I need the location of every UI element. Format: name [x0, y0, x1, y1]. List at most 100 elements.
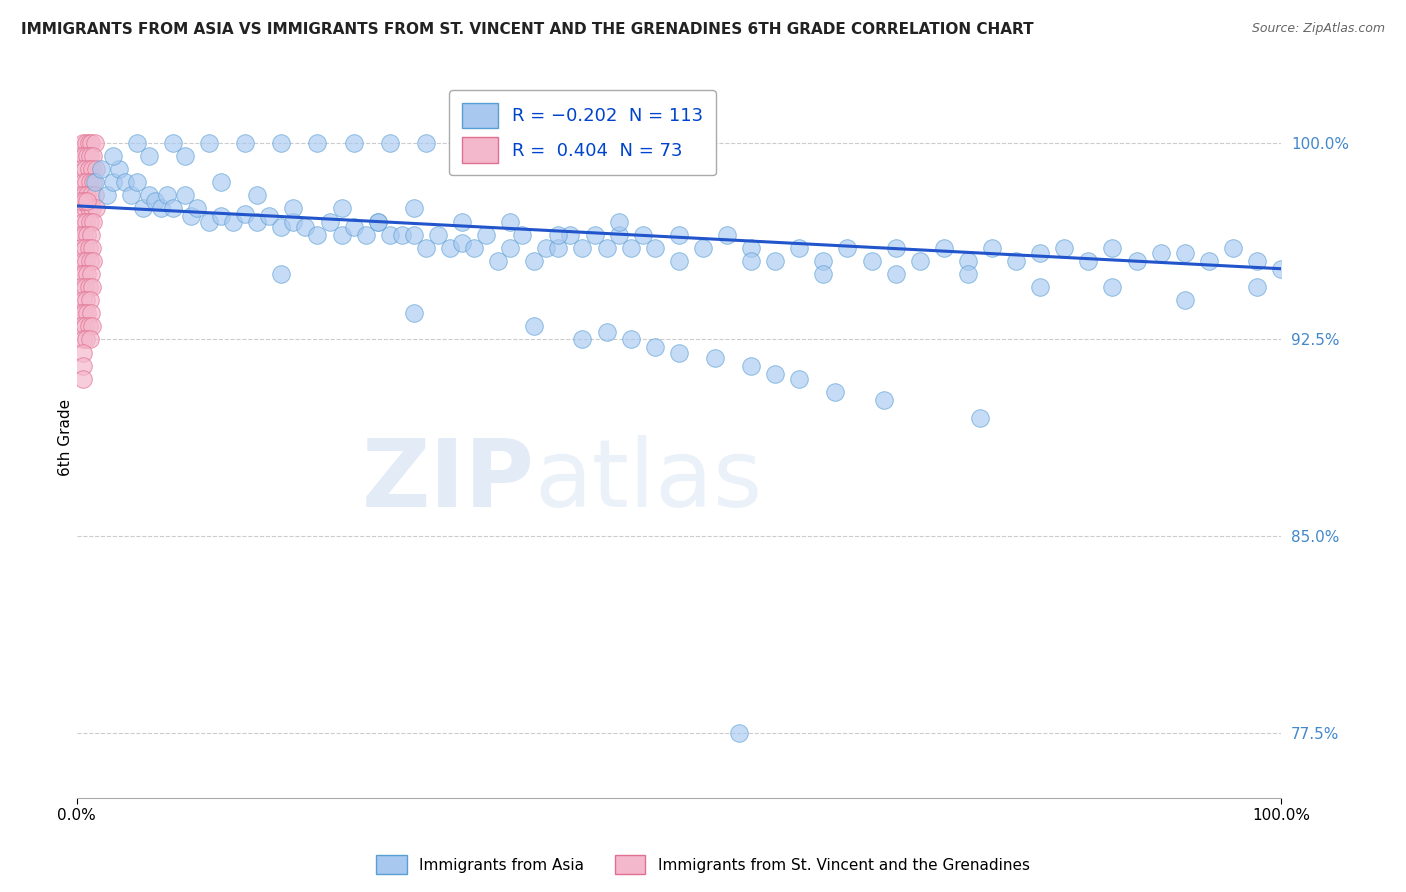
Point — [787, 241, 810, 255]
Point — [583, 227, 606, 242]
Point — [82, 202, 104, 216]
Point — [70, 162, 93, 177]
Point — [70, 202, 93, 216]
Point — [1246, 280, 1268, 294]
Point — [354, 227, 377, 242]
Point — [76, 306, 98, 320]
Point — [342, 136, 364, 150]
Point — [499, 241, 522, 255]
Point — [72, 253, 94, 268]
Point — [908, 253, 931, 268]
Point — [391, 227, 413, 242]
Point — [787, 372, 810, 386]
Point — [180, 210, 202, 224]
Point — [82, 241, 104, 255]
Point — [69, 194, 91, 208]
Point — [740, 253, 762, 268]
Point — [837, 241, 859, 255]
Point — [75, 253, 97, 268]
Point — [692, 241, 714, 255]
Point — [69, 306, 91, 320]
Point — [75, 136, 97, 150]
Point — [510, 227, 533, 242]
Point — [499, 214, 522, 228]
Point — [463, 241, 485, 255]
Point — [132, 202, 155, 216]
Point — [79, 293, 101, 308]
Point — [1101, 280, 1123, 294]
Point — [969, 411, 991, 425]
Point — [72, 214, 94, 228]
Point — [704, 351, 727, 365]
Point — [367, 214, 389, 228]
Point — [246, 214, 269, 228]
Point — [76, 188, 98, 202]
Point — [813, 253, 835, 268]
Point — [174, 188, 197, 202]
Point — [932, 241, 955, 255]
Point — [75, 214, 97, 228]
Point — [96, 188, 118, 202]
Point — [101, 175, 124, 189]
Point — [76, 267, 98, 281]
Point — [620, 241, 643, 255]
Point — [77, 162, 100, 177]
Point — [114, 175, 136, 189]
Point — [73, 162, 96, 177]
Point — [80, 227, 103, 242]
Point — [740, 359, 762, 373]
Point — [156, 188, 179, 202]
Point — [283, 214, 305, 228]
Point — [342, 219, 364, 234]
Point — [607, 214, 630, 228]
Point — [84, 162, 107, 177]
Point — [378, 136, 401, 150]
Point — [884, 267, 907, 281]
Point — [138, 149, 160, 163]
Text: Source: ZipAtlas.com: Source: ZipAtlas.com — [1251, 22, 1385, 36]
Point — [233, 207, 256, 221]
Point — [426, 227, 449, 242]
Point — [560, 227, 582, 242]
Point — [1029, 280, 1052, 294]
Point — [1029, 246, 1052, 260]
Point — [69, 267, 91, 281]
Point — [1174, 246, 1197, 260]
Point — [668, 253, 690, 268]
Point — [162, 136, 184, 150]
Point — [1222, 241, 1244, 255]
Point — [76, 149, 98, 163]
Point — [72, 359, 94, 373]
Point — [1053, 241, 1076, 255]
Point — [70, 319, 93, 334]
Point — [73, 202, 96, 216]
Point — [72, 333, 94, 347]
Point — [668, 345, 690, 359]
Point — [367, 214, 389, 228]
Point — [125, 136, 148, 150]
Point — [270, 136, 292, 150]
Point — [120, 188, 142, 202]
Point — [83, 188, 105, 202]
Point — [259, 210, 281, 224]
Point — [83, 175, 105, 189]
Point — [318, 214, 340, 228]
Point — [76, 227, 98, 242]
Point — [1077, 253, 1099, 268]
Point — [149, 202, 172, 216]
Point — [547, 227, 569, 242]
Point — [1005, 253, 1028, 268]
Point — [73, 280, 96, 294]
Point — [981, 241, 1004, 255]
Point — [330, 227, 353, 242]
Point — [73, 319, 96, 334]
Point — [270, 267, 292, 281]
Point — [463, 136, 485, 150]
Point — [143, 194, 166, 208]
Point — [72, 372, 94, 386]
Point — [186, 202, 208, 216]
Point — [82, 149, 104, 163]
Point — [73, 194, 96, 208]
Point — [69, 149, 91, 163]
Point — [79, 149, 101, 163]
